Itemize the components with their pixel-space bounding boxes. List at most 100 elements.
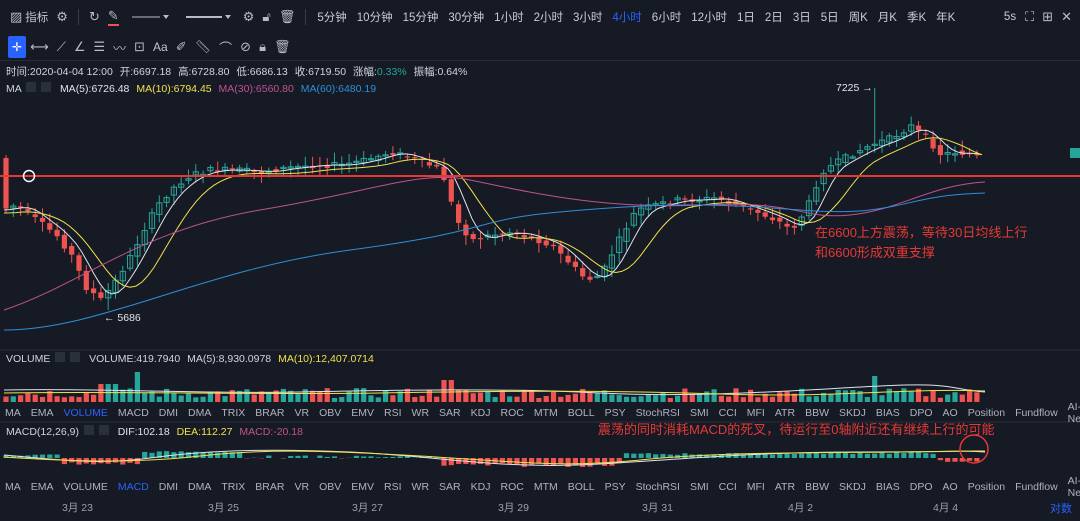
text-tool[interactable]: Aa bbox=[153, 40, 168, 54]
timeframe-6[interactable]: 3小时 bbox=[572, 12, 603, 24]
volume-tab-2[interactable]: VOLUME bbox=[63, 406, 108, 419]
timeframe-13[interactable]: 5日 bbox=[820, 12, 839, 24]
wave-icon[interactable]: 〰 bbox=[113, 40, 127, 56]
macd-tab-27[interactable]: DPO bbox=[909, 480, 933, 493]
macd-tab-17[interactable]: BOLL bbox=[567, 480, 595, 493]
volume-tab-18[interactable]: PSY bbox=[604, 406, 626, 419]
volume-tab-0[interactable]: MA bbox=[5, 406, 21, 419]
volume-tab-12[interactable]: WR bbox=[411, 406, 430, 419]
horizontal-line-icon[interactable]: ⟷ bbox=[30, 39, 49, 54]
volume-tab-21[interactable]: CCI bbox=[718, 406, 737, 419]
volume-tab-28[interactable]: AO bbox=[942, 406, 958, 419]
volume-tab-9[interactable]: OBV bbox=[319, 406, 342, 419]
macd-tab-20[interactable]: SMI bbox=[689, 480, 709, 493]
timeframe-2[interactable]: 15分钟 bbox=[402, 12, 439, 24]
macd-tab-12[interactable]: WR bbox=[411, 480, 430, 493]
volume-tab-30[interactable]: Fundflow bbox=[1015, 406, 1058, 419]
volume-tab-23[interactable]: ATR bbox=[774, 406, 796, 419]
indicator-button[interactable]: ▨ 指标 bbox=[10, 9, 49, 24]
volume-tab-22[interactable]: MFI bbox=[746, 406, 765, 419]
macd-tab-18[interactable]: PSY bbox=[604, 480, 626, 493]
macd-tab-2[interactable]: VOLUME bbox=[63, 480, 108, 493]
macd-tab-9[interactable]: OBV bbox=[319, 480, 342, 493]
macd-tab-4[interactable]: DMI bbox=[158, 480, 179, 493]
volume-tab-15[interactable]: ROC bbox=[500, 406, 524, 419]
macd-tab-25[interactable]: SKDJ bbox=[838, 480, 866, 493]
timeframe-4[interactable]: 1小时 bbox=[494, 12, 524, 24]
volume-tab-8[interactable]: VR bbox=[294, 406, 310, 419]
volume-tab-29[interactable]: Position bbox=[967, 406, 1006, 419]
timeframe-7[interactable]: 4小时 bbox=[612, 12, 642, 24]
macd-tab-11[interactable]: RSI bbox=[384, 480, 402, 493]
refresh-interval[interactable]: 5s bbox=[1003, 11, 1017, 23]
macd-tab-15[interactable]: ROC bbox=[500, 480, 524, 493]
macd-tab-3[interactable]: MACD bbox=[117, 480, 149, 493]
brush-icon[interactable]: ✐ bbox=[175, 39, 187, 54]
close-icon[interactable] bbox=[41, 82, 52, 92]
lock-drawings-icon[interactable]: 🔒︎ bbox=[259, 39, 266, 54]
volume-tab-14[interactable]: KDJ bbox=[470, 406, 491, 419]
volume-tab-5[interactable]: DMA bbox=[188, 406, 212, 419]
timeframe-16[interactable]: 季K bbox=[906, 12, 927, 24]
volume-tab-27[interactable]: DPO bbox=[909, 406, 933, 419]
timeframe-1[interactable]: 10分钟 bbox=[356, 12, 393, 24]
macd-tab-30[interactable]: Fundflow bbox=[1015, 480, 1058, 493]
timeframe-11[interactable]: 2日 bbox=[764, 12, 783, 24]
macd-tab-13[interactable]: SAR bbox=[439, 480, 461, 493]
volume-tab-3[interactable]: MACD bbox=[117, 406, 149, 419]
volume-tab-6[interactable]: TRIX bbox=[221, 406, 246, 419]
lock-icon[interactable]: 🔓︎ bbox=[262, 9, 271, 24]
timeframe-5[interactable]: 2小时 bbox=[533, 12, 563, 24]
volume-tab-25[interactable]: SKDJ bbox=[838, 406, 866, 419]
macd-tab-1[interactable]: EMA bbox=[30, 480, 54, 493]
delete-drawings-icon[interactable]: 🗑︎ bbox=[274, 39, 291, 54]
macd-tab-8[interactable]: VR bbox=[294, 480, 310, 493]
macd-tab-26[interactable]: BIAS bbox=[875, 480, 900, 493]
pen-color-icon[interactable]: ✎ bbox=[104, 6, 123, 28]
volume-tab-7[interactable]: BRAR bbox=[255, 406, 285, 419]
volume-tab-11[interactable]: RSI bbox=[384, 406, 402, 419]
macd-tab-10[interactable]: EMV bbox=[351, 480, 375, 493]
timeframe-12[interactable]: 3日 bbox=[792, 12, 811, 24]
volume-tab-19[interactable]: StochRSI bbox=[635, 406, 680, 419]
volume-tab-1[interactable]: EMA bbox=[30, 406, 54, 419]
measure-icon[interactable]: ⊡ bbox=[134, 39, 146, 54]
parallel-lines-icon[interactable]: ☰ bbox=[93, 39, 106, 54]
timeframe-8[interactable]: 6小时 bbox=[651, 12, 682, 24]
macd-tab-0[interactable]: MA bbox=[5, 480, 21, 493]
macd-tab-21[interactable]: CCI bbox=[718, 480, 737, 493]
volume-tab-17[interactable]: BOLL bbox=[567, 406, 595, 419]
object-settings-icon[interactable]: ⚙ bbox=[242, 9, 255, 24]
macd-tab-23[interactable]: ATR bbox=[774, 480, 796, 493]
volume-tab-24[interactable]: BBW bbox=[805, 406, 829, 419]
volume-tab-4[interactable]: DMI bbox=[158, 406, 179, 419]
eye-icon[interactable] bbox=[55, 352, 66, 362]
hide-drawings-icon[interactable]: ⊘ bbox=[240, 39, 252, 54]
volume-tab-16[interactable]: MTM bbox=[533, 406, 558, 419]
volume-tab-31[interactable]: AI-NetVOL bbox=[1067, 400, 1080, 425]
layout-icon[interactable]: ⊞ bbox=[1042, 9, 1054, 24]
reset-icon[interactable]: ↻ bbox=[88, 9, 100, 24]
timeframe-15[interactable]: 月K bbox=[877, 12, 897, 24]
volume-tab-26[interactable]: BIAS bbox=[875, 406, 900, 419]
eye-icon[interactable] bbox=[83, 425, 94, 435]
crosshair-icon[interactable]: ✛ bbox=[8, 36, 27, 58]
macd-tab-22[interactable]: MFI bbox=[746, 480, 765, 493]
macd-tab-5[interactable]: DMA bbox=[188, 480, 212, 493]
log-scale-toggle[interactable]: 对数 bbox=[1050, 503, 1072, 515]
eye-icon[interactable] bbox=[26, 82, 37, 92]
close-icon[interactable] bbox=[98, 425, 109, 435]
macd-tab-29[interactable]: Position bbox=[967, 480, 1006, 493]
volume-tab-20[interactable]: SMI bbox=[689, 406, 709, 419]
macd-tab-14[interactable]: KDJ bbox=[470, 480, 491, 493]
timeframe-14[interactable]: 周K bbox=[848, 12, 868, 24]
angle-icon[interactable]: ∠ bbox=[73, 39, 86, 54]
magnet-icon[interactable]: ⌒ bbox=[219, 40, 233, 56]
ruler-icon[interactable]: 📏︎ bbox=[194, 39, 212, 54]
timeframe-10[interactable]: 1日 bbox=[737, 12, 755, 24]
timeframe-0[interactable]: 5分钟 bbox=[317, 12, 347, 24]
trash-icon[interactable]: 🗑︎ bbox=[278, 9, 296, 24]
macd-tab-31[interactable]: AI-NetVOL bbox=[1067, 474, 1080, 499]
timeframe-17[interactable]: 年K bbox=[936, 12, 956, 24]
line-width-select[interactable] bbox=[177, 6, 239, 28]
